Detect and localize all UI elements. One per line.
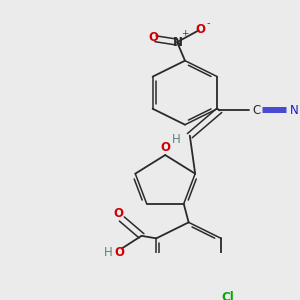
Text: H: H <box>104 246 112 259</box>
Text: Cl: Cl <box>221 291 234 300</box>
Text: +: + <box>181 29 189 38</box>
Text: O: O <box>115 246 125 259</box>
Text: C: C <box>253 104 261 117</box>
Text: O: O <box>148 32 158 44</box>
Text: N: N <box>173 36 183 49</box>
Text: -: - <box>207 19 210 28</box>
Text: H: H <box>172 134 180 146</box>
Text: O: O <box>196 23 206 36</box>
Text: O: O <box>114 207 124 220</box>
Text: O: O <box>160 141 170 154</box>
Text: N: N <box>290 104 299 117</box>
